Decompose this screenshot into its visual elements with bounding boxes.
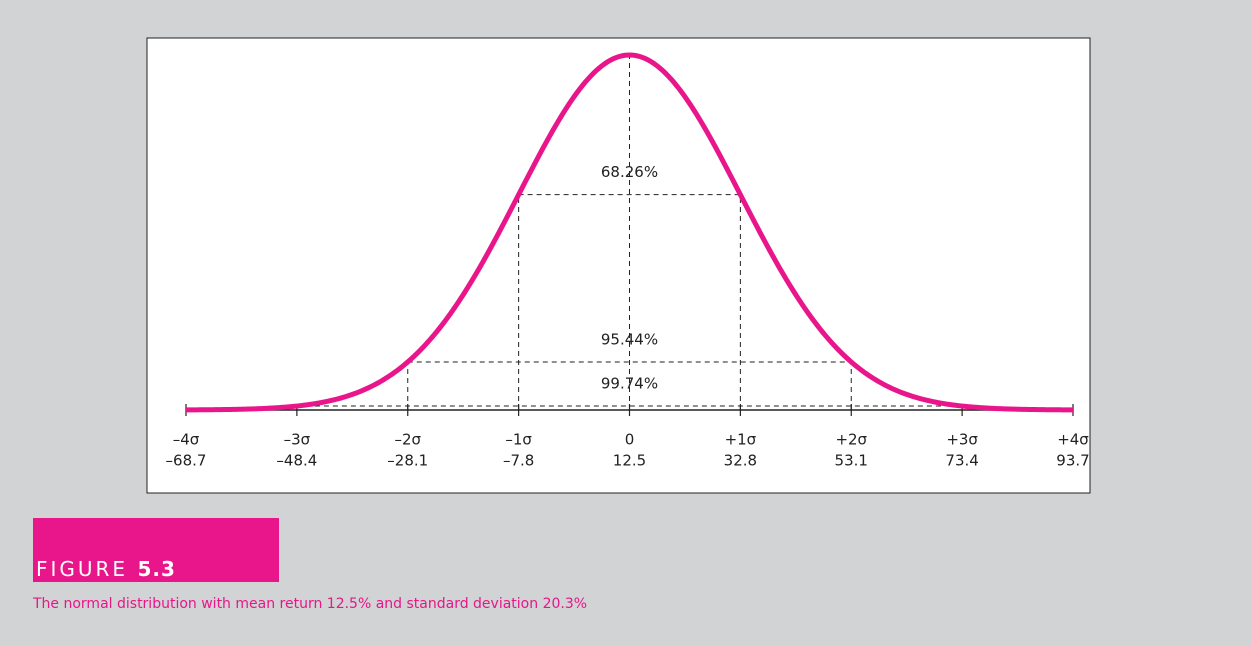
- interval-label: 68.26%: [601, 163, 658, 181]
- x-tick-label: 53.1: [835, 452, 868, 470]
- sigma-label: –2σ: [394, 431, 421, 449]
- x-tick-label: –68.7: [166, 452, 207, 470]
- sigma-label: +4σ: [1057, 431, 1089, 449]
- sigma-label: –1σ: [505, 431, 532, 449]
- x-tick-label: –48.4: [276, 452, 317, 470]
- chart-frame: [146, 37, 1091, 494]
- figure-tab: [33, 518, 279, 582]
- x-tick-label: –28.1: [387, 452, 428, 470]
- figure-label-text: FIGURE: [36, 557, 128, 581]
- x-tick-label: 12.5: [613, 452, 646, 470]
- sigma-label: –3σ: [284, 431, 311, 449]
- x-tick-label: –7.8: [503, 452, 534, 470]
- x-tick-label: 73.4: [945, 452, 978, 470]
- figure-number: 5.3: [137, 557, 175, 581]
- figure-label: FIGURE 5.3: [36, 557, 176, 581]
- sigma-label: +3σ: [946, 431, 978, 449]
- sigma-label: 0: [625, 431, 635, 449]
- caption: The normal distribution with mean return…: [32, 596, 587, 612]
- interval-label: 99.74%: [601, 375, 658, 393]
- sigma-label: +2σ: [835, 431, 867, 449]
- x-tick-label: 32.8: [724, 452, 757, 470]
- interval-label: 95.44%: [601, 330, 658, 348]
- x-tick-label: 93.7: [1056, 452, 1089, 470]
- sigma-label: +1σ: [725, 431, 757, 449]
- normal-curve: [185, 52, 1074, 413]
- sigma-label: –4σ: [173, 431, 200, 449]
